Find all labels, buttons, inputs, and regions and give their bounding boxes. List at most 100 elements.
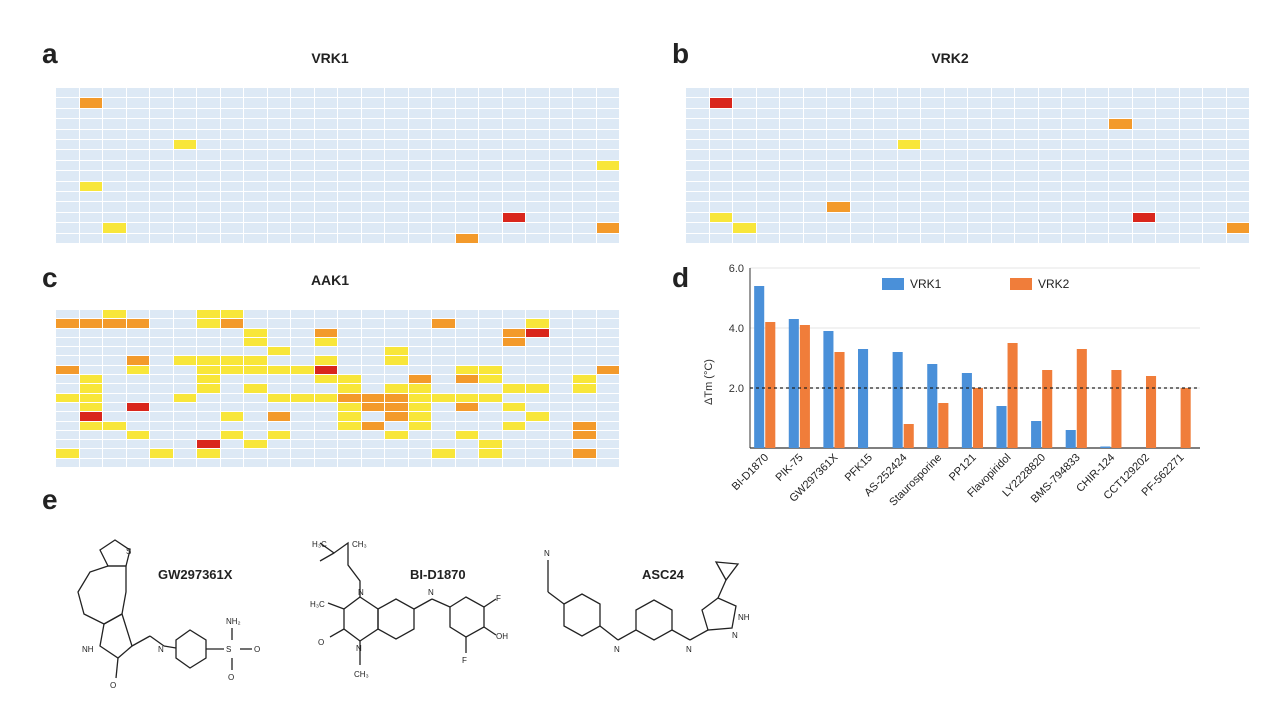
heatmap-cell [244,150,267,160]
heatmap-cell [361,430,384,440]
heatmap-cell [150,171,173,181]
heatmap-cell [361,150,384,160]
heatmap-cell [408,140,431,150]
heatmap-cell [479,223,502,233]
heatmap-cell [991,202,1014,212]
heatmap-cell [338,328,361,337]
heatmap-cell [944,129,967,139]
heatmap-cell [408,458,431,467]
heatmap-cell [596,375,619,384]
heatmap-cell [103,192,126,202]
heatmap-cell [803,88,826,98]
heatmap-cell [944,171,967,181]
heatmap-cell [502,393,525,402]
heatmap-cell [56,223,79,233]
heatmap-cell [79,328,102,337]
heatmap-cell [944,140,967,150]
heatmap-cell [1062,119,1085,129]
heatmap-cell [220,328,243,337]
heatmap-cell [1085,119,1108,129]
heatmap-cell [573,365,596,375]
heatmap-cell [1062,160,1085,171]
heatmap-cell [968,233,991,243]
heatmap-cell [968,171,991,181]
heatmap-cell [1109,212,1132,223]
heatmap-cell [79,458,102,467]
heatmap-cell [502,384,525,393]
heatmap-cell [267,402,290,412]
heatmap-cell [686,212,709,223]
heatmap-cell [385,150,408,160]
heatmap-cell [1109,223,1132,233]
heatmap-cell [549,150,572,160]
heatmap-cell [502,108,525,119]
heatmap-cell [479,98,502,108]
heatmap-cell [526,440,549,449]
heatmap-cell [150,393,173,402]
bar-vrk1 [996,406,1007,448]
heatmap-cell [361,192,384,202]
heatmap-cell [79,393,102,402]
heatmap-cell [220,440,243,449]
heatmap-cell [126,430,149,440]
heatmap-cell [56,430,79,440]
heatmap-cell [56,88,79,98]
heatmap-cell [1062,150,1085,160]
heatmap-cell [803,181,826,191]
heatmap-cell [56,337,79,347]
heatmap-cell [79,310,102,319]
heatmap-cell [150,449,173,458]
heatmap-cell [944,212,967,223]
heatmap-cell [733,140,756,150]
heatmap-cell [385,140,408,150]
heatmap-cell [361,119,384,129]
bar-vrk1 [1100,446,1111,448]
heatmap-cell [56,160,79,171]
heatmap-cell [573,233,596,243]
heatmap-cell [408,310,431,319]
heatmap-cell [173,356,196,365]
svg-text:H₃C: H₃C [310,600,325,609]
heatmap-cell [385,412,408,421]
heatmap-cell [267,202,290,212]
bar-vrk2 [765,322,776,448]
dtm-bar-chart: 2.0 4.0 6.0 ΔTm (°C) BI-D1870 PIK-75GW29736… [703,263,1200,509]
heatmap-cell [479,150,502,160]
heatmap-cell [1203,150,1226,160]
heatmap-cell [479,202,502,212]
heatmap-cell [1015,150,1038,160]
svg-text:F: F [496,594,501,603]
heatmap-cell [1109,98,1132,108]
heatmap-cell [385,129,408,139]
heatmap-cell [455,202,478,212]
heatmap-cell [244,181,267,191]
heatmap-cell [314,347,337,356]
heatmap-cell [968,192,991,202]
heatmap-cell [991,233,1014,243]
heatmap-cell [338,449,361,458]
heatmap-cell [1226,212,1249,223]
heatmap-cell [79,223,102,233]
heatmap-cell [291,192,314,202]
heatmap-cell [291,347,314,356]
heatmap-cell [526,356,549,365]
svg-text:NH: NH [738,613,750,622]
heatmap-cell [56,402,79,412]
heatmap-cell [126,119,149,129]
heatmap-cell [220,140,243,150]
heatmap-cell [1085,202,1108,212]
heatmap-cell [244,212,267,223]
heatmap-cell [56,375,79,384]
heatmap-cell [549,212,572,223]
svg-text:N: N [732,631,738,640]
heatmap-cell [502,140,525,150]
heatmap-cell [803,202,826,212]
heatmap-cell [361,202,384,212]
heatmap-cell [150,150,173,160]
heatmap-cell [803,192,826,202]
heatmap-cell [526,88,549,98]
heatmap-cell [244,129,267,139]
heatmap-cell [197,337,220,347]
heatmap-cell [780,119,803,129]
heatmap-cell [338,310,361,319]
